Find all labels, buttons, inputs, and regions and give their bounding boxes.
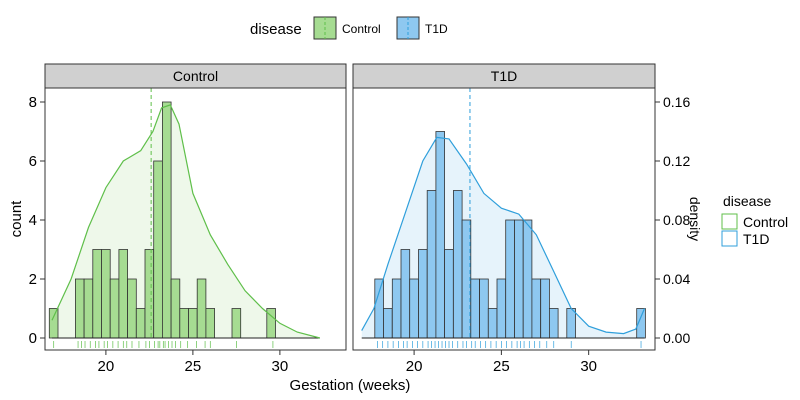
right-legend-title: disease <box>723 193 771 209</box>
right-legend-key-t1d <box>721 230 738 247</box>
histogram-bar <box>514 219 524 339</box>
y-axis-right: 0.00 0.04 0.08 0.12 0.16 <box>655 94 690 346</box>
histogram-bar <box>409 278 419 339</box>
panel-border-control <box>44 87 347 351</box>
histogram-bar <box>179 308 189 339</box>
histogram-bar <box>92 249 102 339</box>
right-legend-key-control <box>721 213 738 230</box>
plot-area-t1d <box>361 88 646 348</box>
histogram-bar <box>83 278 94 339</box>
histogram-bar <box>444 249 454 339</box>
x-tick-label: 30 <box>272 358 289 375</box>
histogram-bar <box>522 219 533 339</box>
histogram-bar <box>452 190 463 339</box>
y-axis-title: count <box>8 200 25 238</box>
strip-label-control: Control <box>173 68 218 84</box>
panel-control: Control <box>44 63 347 351</box>
histogram-bar <box>391 278 402 339</box>
histogram-bar <box>549 308 559 339</box>
y2-tick-label: 0.00 <box>663 330 690 346</box>
histogram-bar <box>487 308 498 339</box>
histogram-bar <box>196 278 207 339</box>
histogram-bar <box>435 131 445 339</box>
y2-tick-label: 0.16 <box>663 94 690 110</box>
histogram-bar <box>188 308 198 339</box>
top-legend-label-t1d: T1D <box>425 22 448 36</box>
histogram-bar <box>566 308 576 339</box>
y2-tick-label: 0.04 <box>663 271 690 287</box>
histogram-bar <box>118 249 129 339</box>
x-axis-control: 20 25 30 <box>98 350 289 375</box>
histogram-bar <box>161 101 172 339</box>
histogram-bar <box>426 190 437 339</box>
histogram-bar <box>531 278 542 339</box>
y-axis-left: 0 2 4 6 8 <box>29 94 45 347</box>
y-tick-label: 6 <box>29 153 37 170</box>
y2-tick-label: 0.12 <box>663 153 690 169</box>
histogram-bar <box>48 308 59 339</box>
histogram-bar <box>153 160 163 339</box>
y2-tick-label: 0.08 <box>663 212 690 228</box>
histogram-bar <box>383 308 393 339</box>
top-legend-label-control: Control <box>342 22 381 36</box>
strip-t1d <box>352 63 656 89</box>
x-axis-t1d: 20 25 30 <box>406 350 597 375</box>
strip-label-t1d: T1D <box>491 68 517 84</box>
histogram-bar <box>101 249 111 339</box>
plot-area-control <box>48 88 321 348</box>
panel-border-t1d <box>352 87 656 351</box>
histogram-bar <box>505 219 515 339</box>
histogram-bar <box>540 278 550 339</box>
histogram-bar <box>374 278 384 339</box>
x-tick-label: 20 <box>406 358 423 375</box>
density-curve <box>361 136 646 335</box>
histogram-bar <box>496 278 507 339</box>
histogram-bar <box>75 278 85 339</box>
top-legend-title: disease <box>250 21 302 38</box>
y-tick-label: 2 <box>29 271 37 288</box>
histogram-bar <box>231 308 242 339</box>
histogram-bar <box>205 308 215 339</box>
histogram-bar <box>170 278 181 339</box>
y-tick-label: 8 <box>29 94 37 111</box>
histogram-bar <box>418 249 428 339</box>
right-legend: disease Control T1D <box>721 193 788 247</box>
histogram-bar <box>144 249 155 339</box>
x-tick-label: 25 <box>185 358 202 375</box>
panel-t1d: T1D <box>352 63 656 351</box>
density-curve <box>51 104 321 339</box>
x-axis-title: Gestation (weeks) <box>290 377 411 394</box>
histogram-bar <box>109 278 120 339</box>
histogram-bar <box>127 278 137 339</box>
y2-axis-title: density <box>687 197 703 241</box>
y-tick-label: 4 <box>29 212 37 229</box>
histogram-bar <box>400 249 411 339</box>
right-legend-label-t1d: T1D <box>743 231 769 247</box>
x-tick-label: 20 <box>98 358 115 375</box>
histogram-bar <box>470 278 480 339</box>
x-tick-label: 30 <box>580 358 597 375</box>
histogram-bar <box>479 278 489 339</box>
right-legend-label-control: Control <box>743 214 788 230</box>
histogram-bar <box>135 308 146 339</box>
strip-control <box>44 63 347 89</box>
top-legend: disease Control T1D <box>250 16 448 40</box>
x-tick-label: 25 <box>493 358 510 375</box>
y-tick-label: 0 <box>29 330 37 347</box>
